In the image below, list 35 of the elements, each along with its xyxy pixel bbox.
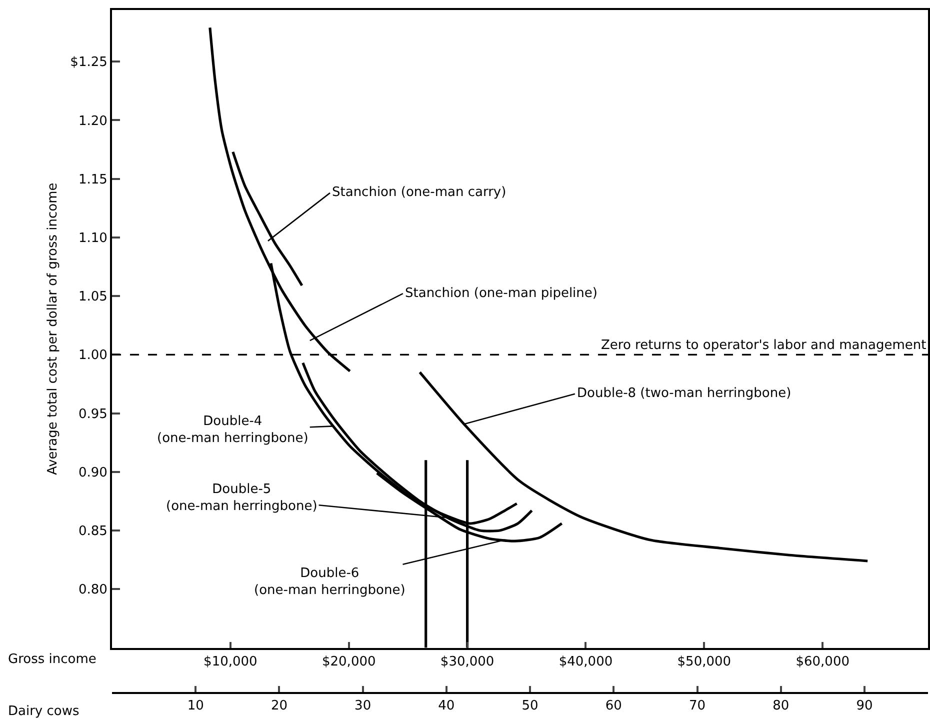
ref-line-label: Zero returns to operator's labor and management — [601, 338, 926, 353]
y-tick-label: 0.80 — [78, 582, 108, 598]
x-tick-label: $10,000 — [204, 654, 258, 670]
x-tick-label: $40,000 — [558, 654, 613, 670]
x-axis-title: Gross income — [8, 652, 96, 667]
x2-tick-label: 20 — [270, 698, 288, 714]
y-axis-title: Average total cost per dollar of gross income — [46, 182, 61, 476]
y-tick-label: 1.05 — [78, 290, 108, 305]
annotation: Stanchion (one-man carry) — [332, 185, 506, 200]
y-tick-label: 0.85 — [78, 524, 108, 540]
x2-tick-label: 80 — [772, 698, 790, 714]
annotation: Stanchion (one-man pipeline) — [405, 286, 598, 301]
x2-tick-label: 10 — [187, 698, 204, 714]
x2-tick-label: 60 — [605, 698, 622, 714]
y-tick-label: 1.15 — [78, 172, 108, 188]
annotation: Double-5 (one-man herringbone) — [166, 482, 318, 514]
y-tick-label: $1.25 — [70, 55, 108, 70]
y-tick-label: 1.00 — [78, 348, 108, 364]
x2-tick-label: 50 — [522, 698, 538, 714]
x2-tick-label: 90 — [856, 698, 873, 714]
x2-axis-title: Dairy cows — [8, 704, 80, 719]
x2-tick-label: 30 — [354, 698, 372, 714]
x-tick-label: $50,000 — [677, 654, 732, 670]
annotation: Double-6 (one-man herringbone) — [254, 566, 406, 598]
x2-tick-label: 70 — [688, 698, 706, 714]
annotation: Double-8 (two-man herringbone) — [577, 386, 792, 401]
y-tick-label: 1.10 — [78, 230, 108, 246]
x-tick-label: $60,000 — [796, 654, 850, 670]
y-tick-label: 0.90 — [78, 465, 108, 480]
x-tick-label: $20,000 — [322, 654, 376, 670]
annotation: Double-4 (one-man herringbone) — [157, 414, 308, 446]
y-tick-label: 1.20 — [78, 114, 108, 129]
x2-tick-label: 40 — [438, 698, 455, 714]
y-tick-label: 0.95 — [78, 406, 108, 422]
x-tick-label: $30,000 — [440, 654, 494, 670]
